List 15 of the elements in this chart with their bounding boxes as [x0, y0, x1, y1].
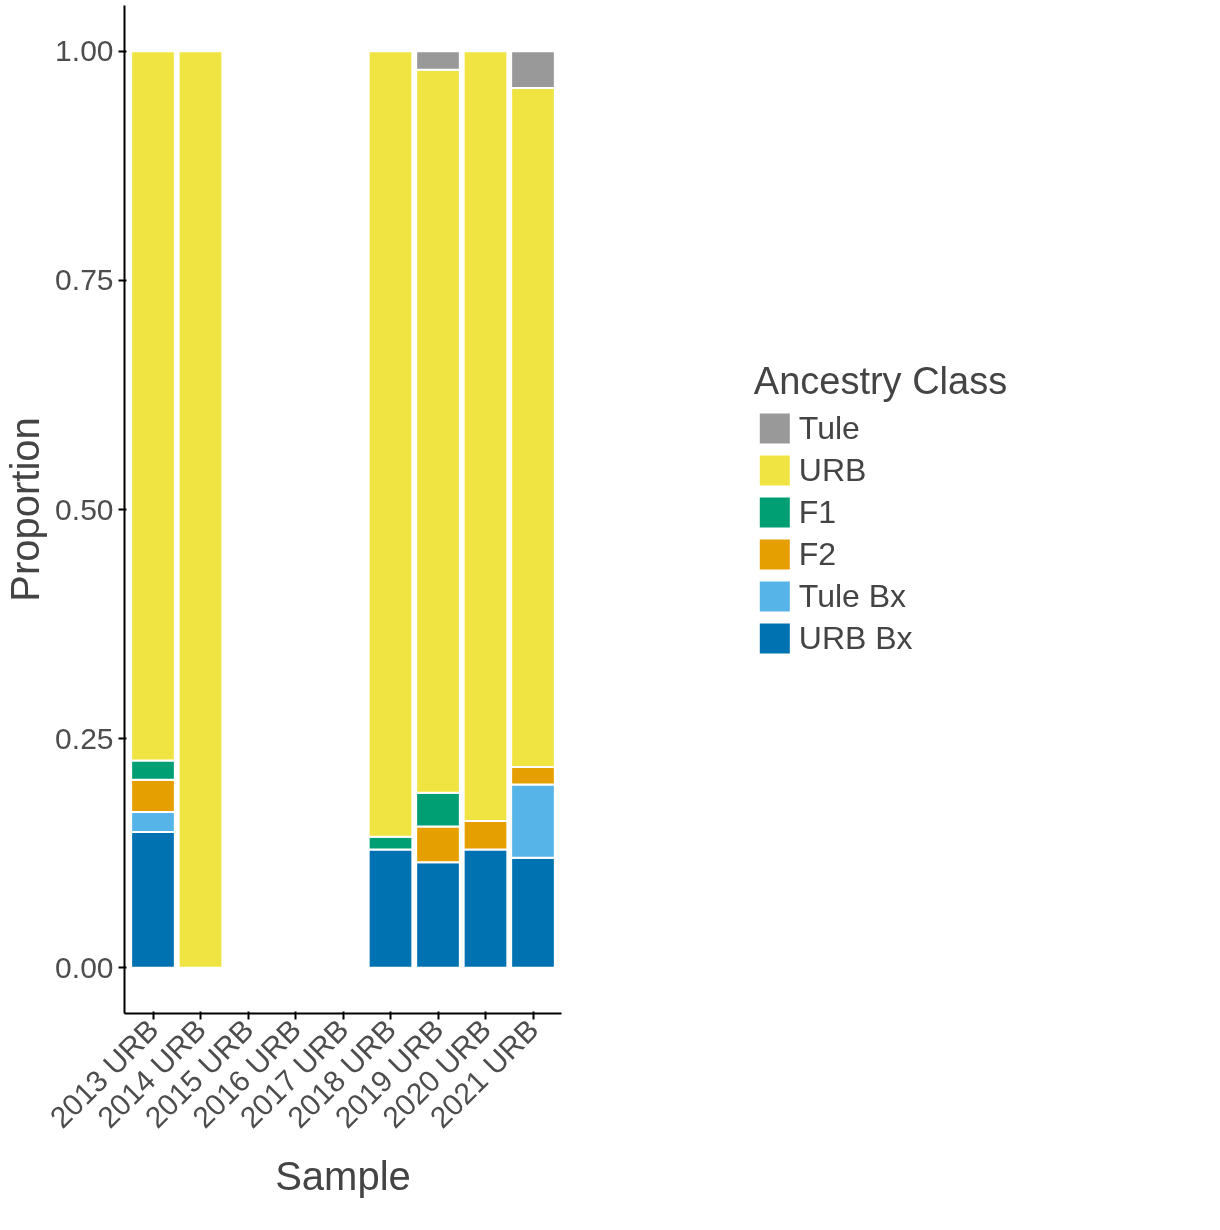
legend-label: URB [798, 451, 867, 489]
bar [177, 50, 224, 969]
legend-label: F2 [798, 535, 837, 573]
y-tick-label: 1.00 [55, 34, 114, 68]
y-tick-label: 0.50 [55, 492, 114, 526]
legend-label: Tule Bx [798, 577, 907, 615]
legend-title: Ancestry Class [753, 360, 1008, 403]
legend-label: Tule [798, 409, 860, 447]
y-tick-label: 0.75 [55, 263, 114, 297]
y-tick-label: 0.25 [55, 721, 114, 755]
legend-label: URB Bx [798, 619, 913, 657]
x-axis-title: Sample [275, 1153, 411, 1198]
y-axis-title: Proportion [3, 417, 48, 602]
y-tick-label: 0.00 [55, 950, 114, 984]
legend-label: F1 [798, 493, 837, 531]
